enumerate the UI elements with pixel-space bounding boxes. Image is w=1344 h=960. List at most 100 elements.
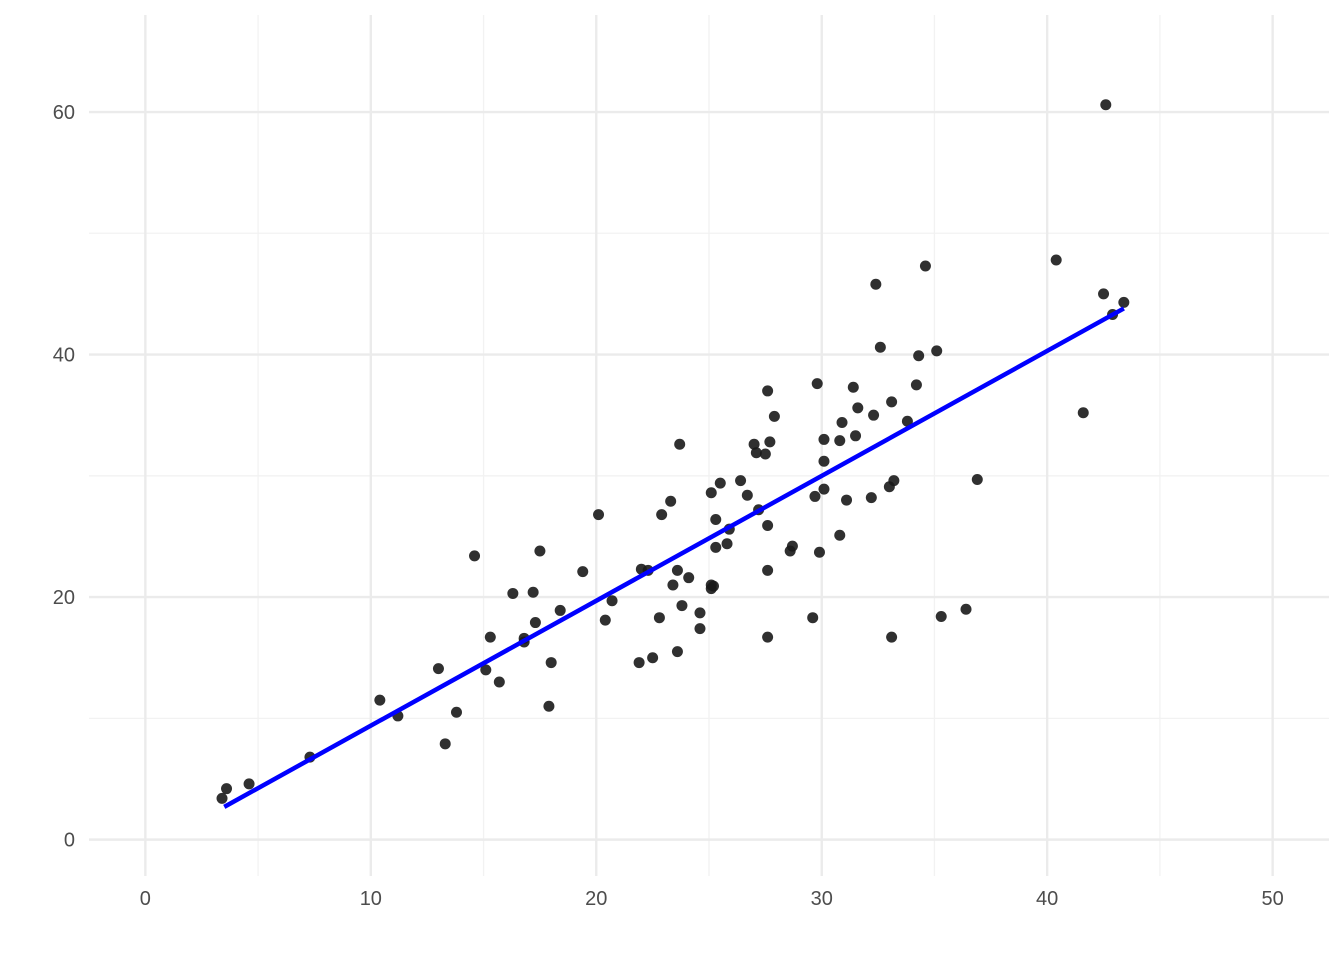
data-point (484, 631, 496, 643)
data-point (599, 614, 611, 626)
data-point (710, 513, 722, 525)
data-point (714, 477, 726, 489)
data-point (708, 580, 720, 592)
data-point (870, 278, 882, 290)
data-points (216, 99, 1130, 804)
data-point (633, 657, 645, 669)
x-tick-label: 20 (585, 888, 607, 910)
y-tick-label: 0 (64, 830, 75, 852)
data-point (665, 495, 677, 507)
data-point (606, 595, 618, 607)
data-point (721, 538, 733, 550)
data-point (762, 564, 774, 576)
data-point (683, 572, 695, 584)
data-point (886, 396, 898, 408)
data-point (735, 475, 747, 487)
data-point (543, 700, 555, 712)
data-point (762, 520, 774, 532)
data-point (667, 579, 679, 591)
y-axis-tick-labels: 0 20 40 60 (53, 102, 75, 852)
data-point (786, 540, 798, 552)
data-point (764, 436, 776, 448)
data-point (935, 610, 947, 622)
data-point (850, 430, 862, 442)
data-point (671, 646, 683, 658)
data-point (750, 447, 762, 459)
data-point (480, 664, 492, 676)
x-tick-label: 40 (1036, 888, 1058, 910)
data-point (818, 433, 830, 445)
data-point (762, 631, 774, 643)
minor-grid (89, 15, 1329, 876)
data-point (545, 657, 557, 669)
data-point (653, 612, 665, 624)
data-point (919, 260, 931, 272)
data-point (768, 410, 780, 422)
x-tick-label: 0 (140, 888, 151, 910)
data-point (1118, 296, 1130, 308)
data-point (674, 438, 686, 450)
data-point (554, 604, 566, 616)
data-point (748, 438, 760, 450)
data-point (1077, 407, 1089, 419)
data-point (432, 663, 444, 675)
data-point (529, 617, 541, 629)
data-point (762, 385, 774, 397)
data-point (439, 738, 451, 750)
data-point (243, 778, 255, 790)
fit-line (223, 306, 1125, 809)
data-point (593, 509, 605, 521)
y-tick-label: 40 (53, 345, 75, 367)
data-point (694, 607, 706, 619)
data-point (874, 341, 886, 353)
data-point (741, 489, 753, 501)
data-point (656, 509, 668, 521)
data-point (910, 379, 922, 391)
data-point (577, 566, 589, 578)
y-tick-label: 60 (53, 102, 75, 124)
x-tick-label: 10 (360, 888, 382, 910)
data-point (834, 529, 846, 541)
data-point (834, 435, 846, 447)
data-point (676, 600, 688, 612)
data-point (710, 541, 722, 553)
data-point (1050, 254, 1062, 266)
data-point (901, 415, 913, 427)
data-point (818, 455, 830, 467)
data-point (527, 586, 539, 598)
data-point (807, 612, 819, 624)
data-point (886, 631, 898, 643)
major-grid (89, 15, 1329, 876)
y-tick-label: 20 (53, 587, 75, 609)
data-point (818, 483, 830, 495)
data-point (221, 783, 233, 795)
data-point (705, 487, 717, 499)
data-point (809, 490, 821, 502)
x-axis-tick-labels: 0 10 20 30 40 50 (140, 888, 1284, 910)
data-point (759, 448, 771, 460)
x-tick-label: 30 (811, 888, 833, 910)
data-point (868, 409, 880, 421)
data-point (1100, 99, 1112, 111)
data-point (450, 706, 462, 718)
data-point (865, 492, 877, 504)
fit-line-group (223, 306, 1125, 809)
data-point (836, 416, 848, 428)
data-point (1098, 288, 1110, 300)
data-point (671, 564, 683, 576)
data-point (469, 550, 481, 562)
data-point (913, 350, 925, 362)
x-tick-label: 50 (1262, 888, 1284, 910)
data-point (888, 475, 900, 487)
data-point (694, 623, 706, 635)
data-point (813, 546, 825, 558)
data-point (971, 473, 983, 485)
data-point (852, 402, 864, 414)
data-point (647, 652, 659, 664)
data-point (534, 545, 546, 557)
data-point (847, 381, 859, 393)
data-point (507, 587, 519, 599)
data-point (931, 345, 943, 357)
data-point (841, 494, 853, 506)
